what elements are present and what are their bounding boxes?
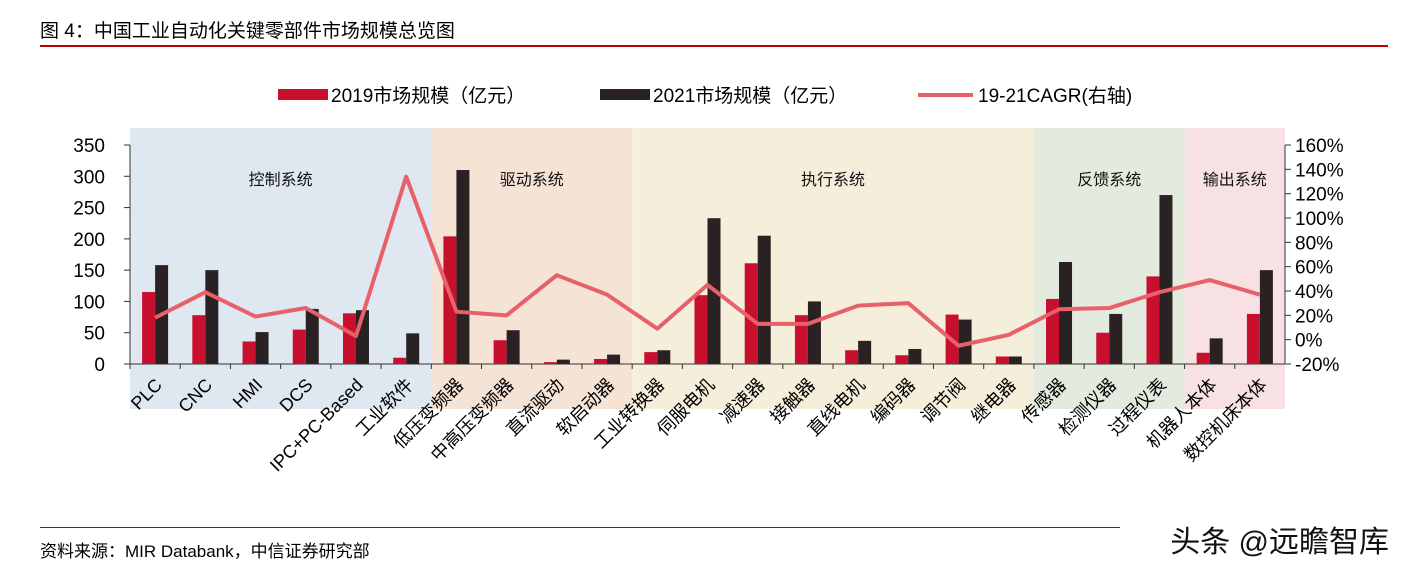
- bar-2021: [1209, 338, 1223, 364]
- y-left-tick: 100: [73, 292, 105, 313]
- bar-2019: [995, 356, 1009, 364]
- y-right-tick: 60%: [1295, 258, 1333, 279]
- figure-title: 图 4：中国工业自动化关键零部件市场规模总览图: [40, 21, 455, 42]
- bar-2019: [292, 329, 306, 364]
- bar-2019: [1146, 276, 1160, 364]
- bar-2021: [757, 235, 771, 364]
- chart: 控制系统 驱动系统 执行系统 反馈系统 输出系统 0 50 100 150 200 250 300 35…: [73, 85, 1344, 475]
- y-right-tick: 0%: [1295, 331, 1323, 352]
- group-label: 输出系统: [1203, 171, 1267, 189]
- bar-2019: [1196, 352, 1210, 364]
- bar-2021: [1109, 313, 1123, 364]
- bar-2019: [794, 315, 808, 364]
- bar-2021: [807, 301, 821, 364]
- bar-2021: [456, 170, 470, 364]
- legend-swatch: [600, 89, 650, 100]
- bar-2021: [556, 359, 570, 364]
- y-right-tick: 80%: [1295, 233, 1333, 254]
- legend-swatch: [278, 89, 328, 100]
- y-left-tick: 250: [73, 199, 105, 220]
- bar-2019: [1096, 332, 1110, 364]
- bar-2021: [406, 333, 420, 364]
- bar-2019: [895, 355, 909, 364]
- y-left-tick: 0: [94, 355, 105, 376]
- bar-2021: [958, 319, 972, 364]
- bar-2019: [594, 358, 608, 364]
- y-left-tick: 50: [84, 324, 105, 345]
- source-rule: [40, 527, 1120, 528]
- title-rule: [40, 45, 1388, 47]
- bar-2019: [543, 362, 557, 364]
- bar-2019: [443, 236, 457, 364]
- bar-2019: [242, 341, 256, 364]
- bar-2019: [192, 315, 206, 364]
- bar-2019: [342, 313, 356, 364]
- y-right-tick: -20%: [1295, 355, 1339, 376]
- bar-2021: [908, 348, 922, 364]
- bar-2019: [644, 352, 658, 364]
- y-left-tick: 300: [73, 167, 105, 188]
- source-note: 资料来源：MIR Databank，中信证券研究部: [40, 542, 370, 561]
- y-right-tick: 100%: [1295, 209, 1344, 230]
- bar-2021: [305, 308, 319, 364]
- legend-label: 19-21CAGR(右轴): [978, 85, 1132, 107]
- y-right-tick: 20%: [1295, 306, 1333, 327]
- bar-2019: [393, 357, 407, 364]
- legend-label: 2021市场规模（亿元）: [653, 85, 847, 107]
- bar-2021: [506, 330, 520, 364]
- y-right-tick: 140%: [1295, 160, 1344, 181]
- y-left-tick: 200: [73, 230, 105, 251]
- bar-2021: [1159, 195, 1173, 364]
- bar-2019: [493, 340, 507, 364]
- bar-2021: [205, 270, 219, 364]
- bar-2019: [142, 292, 156, 364]
- bar-2021: [657, 350, 671, 364]
- bar-2019: [744, 263, 758, 364]
- y-right-tick: 160%: [1295, 136, 1344, 157]
- group-label: 反馈系统: [1077, 171, 1141, 189]
- watermark: 头条 @远瞻智库: [1170, 526, 1389, 559]
- bar-2021: [607, 354, 621, 364]
- group-label: 驱动系统: [500, 171, 564, 189]
- group-label: 执行系统: [801, 171, 865, 189]
- bar-2021: [1008, 356, 1022, 364]
- bar-2021: [1259, 270, 1273, 364]
- group-label: 控制系统: [249, 171, 313, 189]
- bar-2019: [694, 295, 708, 364]
- bar-2019: [1246, 313, 1260, 364]
- legend-label: 2019市场规模（亿元）: [331, 85, 525, 107]
- bar-2021: [255, 332, 269, 364]
- bar-2021: [858, 340, 872, 364]
- y-right-tick: 40%: [1295, 282, 1333, 303]
- y-left-tick: 150: [73, 261, 105, 282]
- y-right-tick: 120%: [1295, 185, 1344, 206]
- group-band: [130, 128, 432, 409]
- bar-2021: [1059, 262, 1073, 364]
- y-left-tick: 350: [73, 136, 105, 157]
- bar-2019: [845, 350, 859, 364]
